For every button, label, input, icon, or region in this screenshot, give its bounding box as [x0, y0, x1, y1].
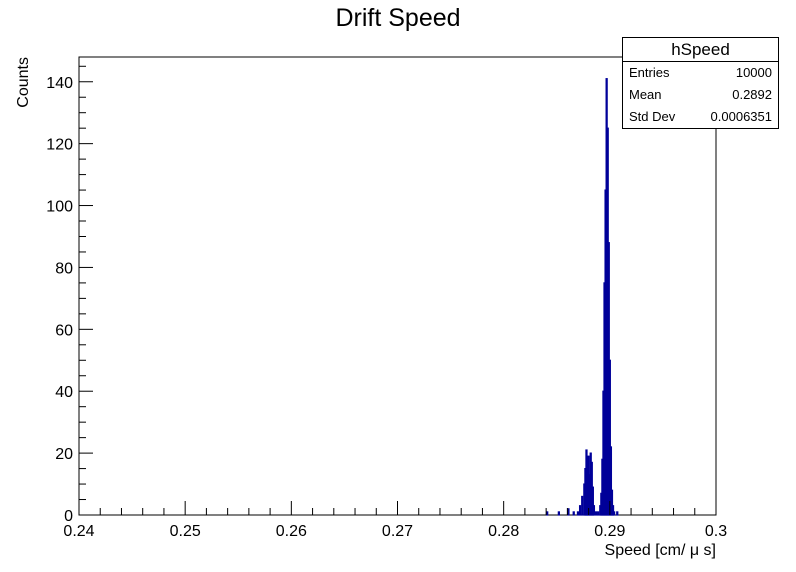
stats-box: hSpeed Entries 10000 Mean 0.2892 Std Dev…: [622, 37, 779, 129]
plot-frame: [78, 56, 717, 516]
histogram-bin: [567, 508, 570, 516]
x-axis-label: Speed [cm/ μ s]: [605, 542, 716, 559]
stats-value: 10000: [735, 65, 772, 80]
histogram-bin: [546, 511, 549, 516]
x-tick-label: 0.24: [63, 523, 94, 540]
histogram-bin: [557, 511, 561, 516]
histogram-bin: [616, 511, 619, 516]
histogram-bin: [578, 505, 582, 516]
stats-label: Entries: [629, 65, 670, 80]
stats-value: 0.2892: [732, 87, 772, 102]
x-tick-label: 0.29: [594, 523, 625, 540]
stats-label: Std Dev: [629, 109, 676, 124]
x-tick-label: 0.25: [170, 523, 201, 540]
histogram-bin: [581, 495, 584, 516]
stats-row-stddev: Std Dev 0.0006351: [623, 106, 778, 128]
histogram-bin: [612, 511, 616, 516]
y-tick-label: 60: [55, 322, 73, 339]
histogram-bin: [572, 511, 575, 516]
x-tick-label: 0.26: [276, 523, 307, 540]
y-tick-label: 80: [55, 260, 73, 277]
y-axis-label: Counts: [15, 57, 32, 108]
stats-label: Mean: [629, 87, 662, 102]
histogram-bin: [594, 511, 598, 516]
y-tick-label: 20: [55, 446, 73, 463]
stats-row-entries: Entries 10000: [623, 62, 778, 84]
histogram-bin: [597, 511, 600, 516]
stats-box-name: hSpeed: [623, 38, 778, 62]
y-tick-label: 0: [64, 508, 73, 525]
x-tick-label: 0.3: [705, 523, 727, 540]
y-tick-label: 140: [46, 75, 73, 92]
y-tick-label: 100: [46, 199, 73, 216]
histogram-bin: [576, 511, 580, 516]
stats-value: 0.0006351: [710, 109, 772, 124]
chart-title: Drift Speed: [335, 4, 461, 32]
x-tick-label: 0.28: [488, 523, 519, 540]
y-tick-label: 40: [55, 384, 73, 401]
histogram-bin: [592, 505, 596, 516]
y-tick-label: 120: [46, 137, 73, 154]
stats-row-mean: Mean 0.2892: [623, 84, 778, 106]
x-tick-label: 0.27: [382, 523, 413, 540]
